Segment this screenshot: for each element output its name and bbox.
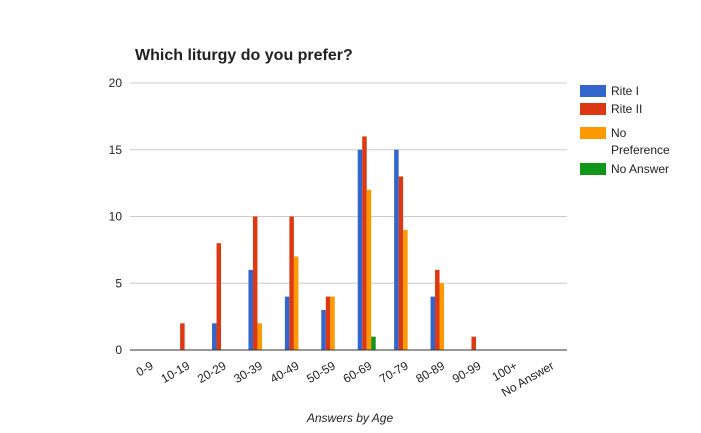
bar — [362, 136, 367, 350]
legend-label: No Answer — [611, 162, 670, 176]
legend-label: Rite I — [611, 84, 640, 98]
x-tick-label: 10-19 — [159, 358, 193, 386]
x-tick-label: 50-59 — [304, 358, 338, 386]
bar — [471, 336, 476, 350]
legend-swatch — [580, 163, 606, 175]
legend-item: Rite II — [580, 102, 679, 118]
x-tick-label: 70-79 — [377, 358, 411, 386]
bar — [180, 323, 185, 350]
legend-item: No Answer — [580, 162, 679, 178]
legend-label: No Preference — [611, 126, 670, 157]
legend-item: Rite I — [580, 84, 679, 100]
bar — [248, 269, 253, 350]
chart-title: Which liturgy do you prefer? — [135, 47, 353, 64]
bar — [435, 269, 440, 350]
bar — [330, 296, 335, 350]
bar — [325, 296, 331, 350]
bar — [430, 296, 436, 350]
x-tick-label: 60-69 — [341, 358, 375, 386]
x-tick-label: 40-49 — [268, 358, 302, 386]
bar — [284, 296, 290, 350]
bar — [403, 229, 408, 350]
x-tick-label: 0-9 — [134, 358, 156, 379]
bar — [366, 189, 372, 350]
x-tick-label: 90-99 — [450, 358, 484, 386]
bar — [216, 243, 222, 350]
legend-swatch — [580, 103, 606, 115]
legend-item: No Preference — [580, 126, 679, 159]
bar — [212, 323, 217, 350]
y-tick-label: 0 — [115, 343, 122, 357]
bar — [357, 149, 363, 350]
legend-label: Rite II — [611, 102, 643, 116]
bar — [289, 216, 294, 350]
bar — [371, 336, 376, 350]
y-tick-label: 15 — [109, 143, 123, 157]
x-tick-label: 80-89 — [413, 358, 447, 386]
bar — [257, 323, 262, 350]
y-tick-label: 10 — [109, 210, 123, 224]
y-tick-label: 20 — [109, 76, 123, 90]
bar — [321, 309, 326, 350]
legend-swatch — [580, 127, 606, 139]
bar — [398, 176, 404, 350]
y-tick-label: 5 — [115, 276, 122, 290]
bar — [293, 256, 299, 350]
x-tick-label: 30-39 — [231, 358, 265, 386]
bar — [394, 149, 399, 350]
x-axis-title: Answers by Age — [306, 411, 394, 425]
legend-swatch — [580, 85, 606, 97]
x-tick-label: 20-29 — [195, 358, 229, 386]
bar — [252, 216, 258, 350]
bar — [439, 283, 445, 350]
